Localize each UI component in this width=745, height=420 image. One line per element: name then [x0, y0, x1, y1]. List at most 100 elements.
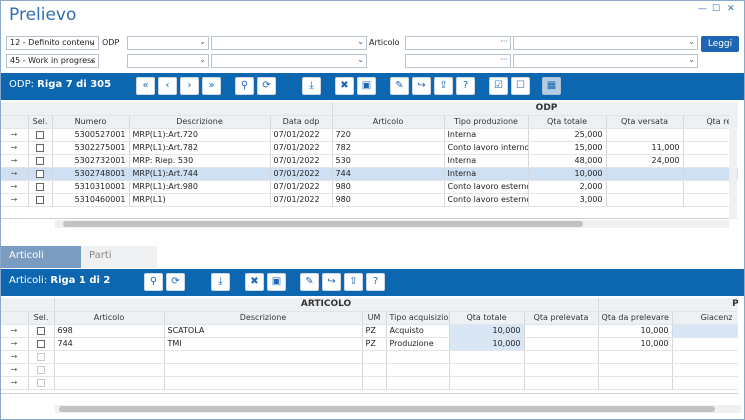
col-giacenza[interactable]: Giacenz: [672, 311, 738, 325]
col-articolo[interactable]: Articolo: [54, 311, 165, 325]
maximize-icon[interactable]: ☐: [712, 4, 721, 14]
checkbox[interactable]: [36, 130, 44, 139]
col-qta-prelevata[interactable]: Qta prelevata: [524, 311, 599, 325]
checkbox[interactable]: [37, 365, 45, 374]
print-icon[interactable]: ▣: [267, 273, 286, 291]
search-icon[interactable]: ⚲: [144, 273, 163, 291]
tab-parti[interactable]: Parti: [81, 246, 157, 268]
select-checkbox[interactable]: [28, 324, 55, 338]
checkbox[interactable]: [37, 378, 45, 387]
status-filter-select-1[interactable]: 12 - Definito contenu ⌄: [6, 36, 99, 50]
edit-icon[interactable]: ✎: [390, 77, 409, 95]
last-record-icon[interactable]: »: [202, 77, 221, 95]
first-record-icon[interactable]: «: [136, 77, 155, 95]
checkbox[interactable]: [36, 156, 44, 165]
select-checkbox[interactable]: [28, 337, 55, 351]
row-pointer-icon[interactable]: ➙: [1, 350, 29, 364]
tab-articoli[interactable]: Articoli: [1, 246, 81, 268]
minimize-icon[interactable]: —: [698, 4, 707, 14]
table-row[interactable]: ➙ 744 TMI PZ Produzione 10,000 10,000: [1, 337, 738, 351]
row-pointer-icon[interactable]: ➙: [1, 180, 29, 194]
checkbox[interactable]: [37, 339, 45, 348]
table-row[interactable]: ➙ 5310460001 MRP(L1) 07/01/2022 980 Conto lav…: [1, 193, 738, 207]
table-row[interactable]: ➙: [1, 363, 738, 377]
articolo-code-input-2[interactable]: ···: [405, 54, 511, 68]
table-row[interactable]: ➙ 5300527001 MRP(L1):Art.720 07/01/2022 720 I…: [1, 128, 738, 142]
select-checkbox[interactable]: [28, 180, 53, 194]
select-checkbox[interactable]: [28, 350, 55, 364]
checkbox[interactable]: [37, 352, 45, 361]
leggi-button[interactable]: Leggi: [701, 36, 739, 52]
col-numero[interactable]: Numero: [52, 115, 130, 129]
document-up-icon[interactable]: ⇪: [344, 273, 363, 291]
ellipsis-icon[interactable]: ···: [500, 55, 508, 64]
col-sel[interactable]: Sel.: [28, 115, 53, 129]
col-qta-totale[interactable]: Qta totale: [449, 311, 525, 325]
col-descrizione[interactable]: Descrizione: [129, 115, 271, 129]
col-articolo[interactable]: Articolo: [332, 115, 445, 129]
table-row[interactable]: ➙: [1, 376, 738, 390]
search-icon[interactable]: ⚲: [235, 77, 254, 95]
row-pointer-icon[interactable]: ➙: [1, 167, 29, 181]
print-icon[interactable]: ▣: [357, 77, 376, 95]
odp-to-select[interactable]: ⌄: [211, 36, 367, 50]
table-row[interactable]: ➙: [1, 350, 738, 364]
help-icon[interactable]: ?: [456, 77, 475, 95]
odp-extra-select-2[interactable]: ⌄: [211, 54, 367, 68]
close-icon[interactable]: ✕: [727, 4, 735, 14]
odp-extra-select-1[interactable]: ⌄: [127, 54, 209, 68]
col-um[interactable]: UM: [362, 311, 387, 325]
col-tipo-acquisizione[interactable]: Tipo acquisizione: [386, 311, 450, 325]
checkbox[interactable]: [37, 326, 45, 335]
checkbox[interactable]: [36, 182, 44, 191]
col-qta-resi[interactable]: Qta resi: [683, 115, 738, 129]
col-tipo-produzione[interactable]: Tipo produzione: [444, 115, 529, 129]
download-icon[interactable]: ⤓: [302, 77, 321, 95]
link-icon[interactable]: ↪: [412, 77, 431, 95]
select-checkbox[interactable]: [28, 363, 55, 377]
edit-icon[interactable]: ✎: [300, 273, 319, 291]
checkbox[interactable]: [36, 195, 44, 204]
table-row[interactable]: ➙ 5302275001 MRP(L1):Art.782 07/01/2022 782 C…: [1, 141, 738, 155]
select-checkbox[interactable]: [28, 376, 55, 390]
row-pointer-icon[interactable]: ➙: [1, 141, 29, 155]
checkbox[interactable]: [36, 143, 44, 152]
odp-horizontal-scrollbar[interactable]: [55, 220, 729, 228]
excel-export-icon[interactable]: ✖: [335, 77, 354, 95]
row-pointer-icon[interactable]: ➙: [1, 154, 29, 168]
articolo-desc-select[interactable]: ⌄: [513, 36, 698, 50]
excel-export-icon[interactable]: ✖: [245, 273, 264, 291]
refresh-icon[interactable]: ⟳: [166, 273, 185, 291]
select-checkbox[interactable]: [28, 128, 53, 142]
link-icon[interactable]: ↪: [322, 273, 341, 291]
row-pointer-icon[interactable]: ➙: [1, 128, 29, 142]
odp-vertical-scrollbar[interactable]: [729, 102, 737, 219]
checkbox[interactable]: [36, 169, 44, 178]
row-pointer-icon[interactable]: ➙: [1, 324, 29, 338]
select-checkbox[interactable]: [28, 154, 53, 168]
odp-from-select[interactable]: ⌄: [127, 36, 209, 50]
select-checkbox[interactable]: [28, 141, 53, 155]
col-data-odp[interactable]: Data odp: [270, 115, 333, 129]
row-pointer-icon[interactable]: ➙: [1, 193, 29, 207]
status-filter-select-2[interactable]: 45 - Work in progress ⌄: [6, 54, 99, 68]
prev-record-icon[interactable]: ‹: [158, 77, 177, 95]
row-pointer-icon[interactable]: ➙: [1, 376, 29, 390]
table-row[interactable]: ➙ 5302732001 MRP: Riep. 530 07/01/2022 530 In…: [1, 154, 738, 168]
table-row[interactable]: ➙ 5302748001 MRP(L1):Art.744 07/01/2022 744 I…: [1, 167, 738, 181]
select-all-icon[interactable]: ☑: [489, 77, 508, 95]
grid-layout-icon[interactable]: ▦: [542, 77, 561, 95]
next-record-icon[interactable]: ›: [180, 77, 199, 95]
col-qta-totale[interactable]: Qta totale: [528, 115, 607, 129]
deselect-all-icon[interactable]: ☐: [511, 77, 530, 95]
refresh-icon[interactable]: ⟳: [257, 77, 276, 95]
help-icon[interactable]: ?: [366, 273, 385, 291]
table-row[interactable]: ➙ 5310310001 MRP(L1):Art.980 07/01/2022 980 C…: [1, 180, 738, 194]
col-sel[interactable]: Sel.: [28, 311, 55, 325]
download-icon[interactable]: ⤓: [211, 273, 230, 291]
select-checkbox[interactable]: [28, 167, 53, 181]
articolo-code-input[interactable]: ···: [405, 36, 511, 50]
articoli-horizontal-scrollbar[interactable]: [55, 405, 741, 413]
col-descrizione[interactable]: Descrizione: [164, 311, 363, 325]
